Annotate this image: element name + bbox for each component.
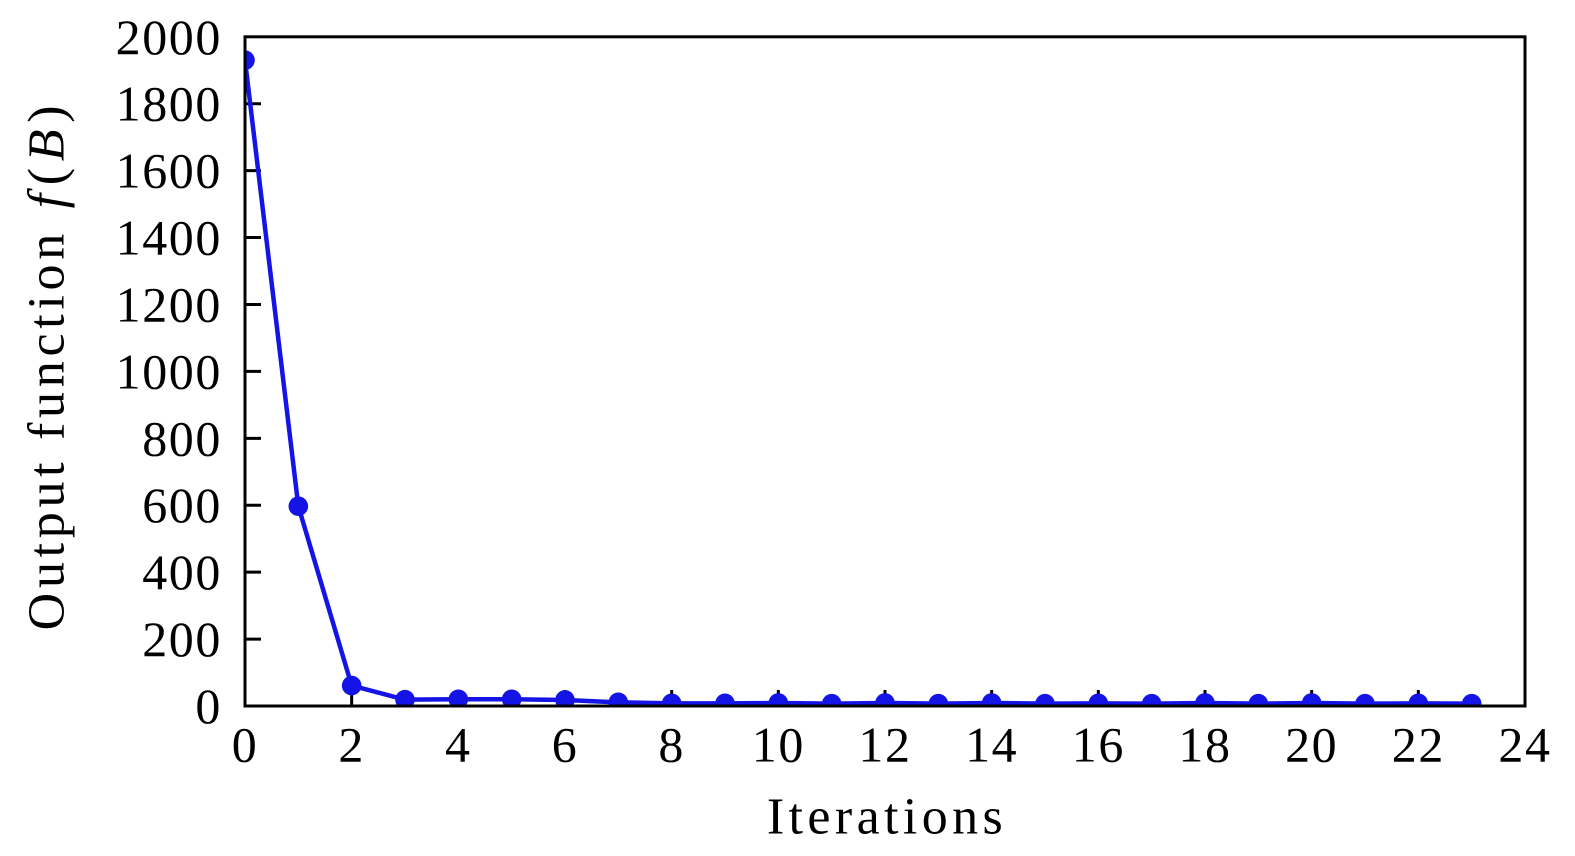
svg-text:24: 24 [1498,717,1551,773]
svg-text:12: 12 [858,717,911,773]
svg-text:10: 10 [752,717,805,773]
svg-text:1600: 1600 [116,143,222,199]
svg-text:Iterations: Iterations [767,789,1007,846]
svg-text:18: 18 [1178,717,1231,773]
svg-text:0: 0 [232,717,259,773]
svg-text:800: 800 [142,410,222,466]
svg-text:20: 20 [1285,717,1338,773]
svg-text:Output function f(B): Output function f(B) [19,101,76,631]
svg-text:400: 400 [142,544,222,600]
svg-text:6: 6 [552,717,579,773]
svg-text:2: 2 [338,717,365,773]
svg-text:16: 16 [1072,717,1125,773]
svg-text:600: 600 [142,477,222,533]
svg-text:22: 22 [1392,717,1445,773]
svg-text:200: 200 [142,611,222,667]
svg-text:1200: 1200 [116,276,222,332]
svg-text:14: 14 [965,717,1018,773]
svg-text:1000: 1000 [116,343,222,399]
svg-text:0: 0 [195,678,222,734]
svg-text:2000: 2000 [116,9,222,65]
svg-text:4: 4 [445,717,472,773]
svg-text:1800: 1800 [116,76,222,132]
svg-text:8: 8 [658,717,685,773]
svg-text:1400: 1400 [116,210,222,266]
